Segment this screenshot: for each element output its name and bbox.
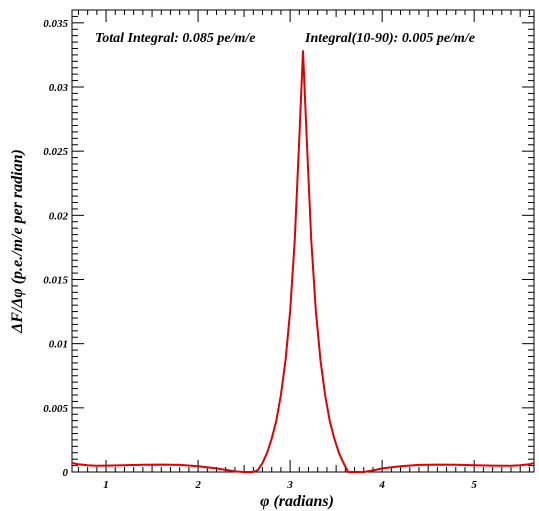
x-axis-title: φ (radians)	[260, 493, 334, 510]
y-tick-label: 0.03	[49, 82, 69, 94]
y-axis-title: ΔF/Δφ (p.e./m/e per radian)	[9, 149, 26, 334]
ticks: 1 2 3 4 5 0 0.005 0.01 0.015 0.02 0.025 0.03 0.035	[43, 9, 534, 491]
annotation-partial-integral: Integral(10-90): 0.005 pe/m/e	[304, 31, 475, 46]
x-tick-label: 3	[286, 479, 293, 491]
y-tick-label: 0.035	[43, 18, 68, 30]
y-tick-label: 0.025	[43, 146, 68, 158]
series	[71, 50, 535, 473]
annotation-total-integral: Total Integral: 0.085 pe/m/e	[95, 31, 255, 46]
y-tick-label: 0.01	[49, 339, 68, 351]
x-tick-label: 2	[194, 479, 201, 491]
x-tick-label: 1	[103, 479, 109, 491]
plot-frame	[71, 9, 535, 473]
y-tick-label: 0.015	[43, 275, 68, 287]
y-tick-label: 0.02	[49, 210, 69, 222]
x-tick-label: 4	[378, 479, 385, 491]
y-tick-label: 0.005	[43, 403, 68, 415]
y-tick-label: 0	[63, 467, 69, 479]
x-tick-label: 5	[471, 479, 477, 491]
series-line-0	[71, 50, 535, 473]
